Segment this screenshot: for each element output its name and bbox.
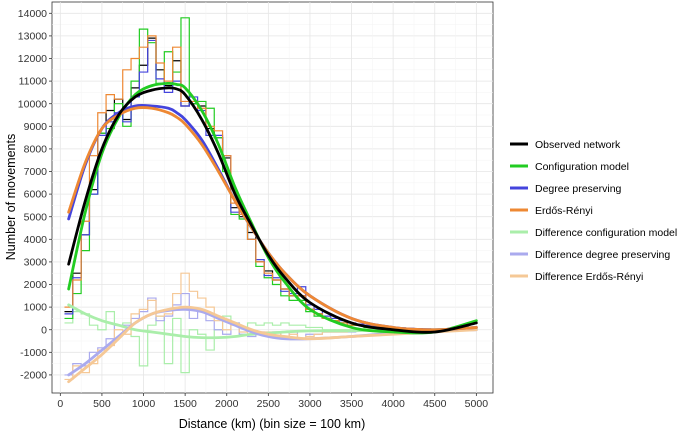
legend-label: Difference Erdős-Rényi xyxy=(535,271,643,283)
y-tick-label: 13000 xyxy=(18,31,47,43)
y-tick-label: 6000 xyxy=(24,189,48,201)
y-tick-label: 4000 xyxy=(24,234,48,246)
legend-label: Degree preserving xyxy=(535,183,622,195)
smooth-line-difference-configuration-model xyxy=(67,303,478,340)
y-tick-label: 11000 xyxy=(19,76,48,88)
y-axis-title: Number of movements xyxy=(4,134,18,260)
y-tick-label: 3000 xyxy=(24,257,48,269)
legend-label: Difference degree preserving xyxy=(535,249,670,261)
y-tick-label: 12000 xyxy=(18,53,47,65)
legend-label: Difference configuration model xyxy=(535,227,677,239)
x-tick-label: 0 xyxy=(57,398,63,410)
y-tick-label: 7000 xyxy=(24,166,48,178)
x-tick-label: 1500 xyxy=(173,398,197,410)
y-tick-label: 14000 xyxy=(18,8,47,20)
legend-label: Configuration model xyxy=(535,161,629,173)
y-tick-label: 9000 xyxy=(24,121,48,133)
y-tick-label: 5000 xyxy=(24,211,48,223)
y-tick-label: -2000 xyxy=(20,370,47,382)
smooth-series-layer xyxy=(67,81,478,384)
y-tick-label: 0 xyxy=(41,324,47,336)
y-tick-label: -1000 xyxy=(20,347,47,359)
y-tick-label: 8000 xyxy=(24,144,48,156)
axes: -2000-1000010002000300040005000600070008… xyxy=(18,8,488,410)
x-tick-label: 3500 xyxy=(340,398,364,410)
y-tick-label: 1000 xyxy=(24,302,48,314)
x-tick-label: 5000 xyxy=(465,398,489,410)
y-tick-label: 2000 xyxy=(24,279,48,291)
smooth-line-difference-erd-s-r-nyi xyxy=(67,305,478,384)
x-tick-label: 2500 xyxy=(257,398,281,410)
smooth-line-observed-network xyxy=(67,86,478,334)
legend-label: Observed network xyxy=(535,139,621,151)
x-tick-label: 1000 xyxy=(132,398,156,410)
x-tick-label: 500 xyxy=(93,398,111,410)
x-axis-title: Distance (km) (bin size = 100 km) xyxy=(179,417,366,431)
x-tick-label: 3000 xyxy=(298,398,322,410)
y-tick-label: 10000 xyxy=(18,98,47,110)
x-tick-label: 2000 xyxy=(215,398,239,410)
x-tick-label: 4500 xyxy=(423,398,447,410)
legend-label: Erdős-Rényi xyxy=(535,205,593,217)
legend: Observed network Configuration model Degre… xyxy=(510,139,677,283)
x-tick-label: 4000 xyxy=(381,398,405,410)
